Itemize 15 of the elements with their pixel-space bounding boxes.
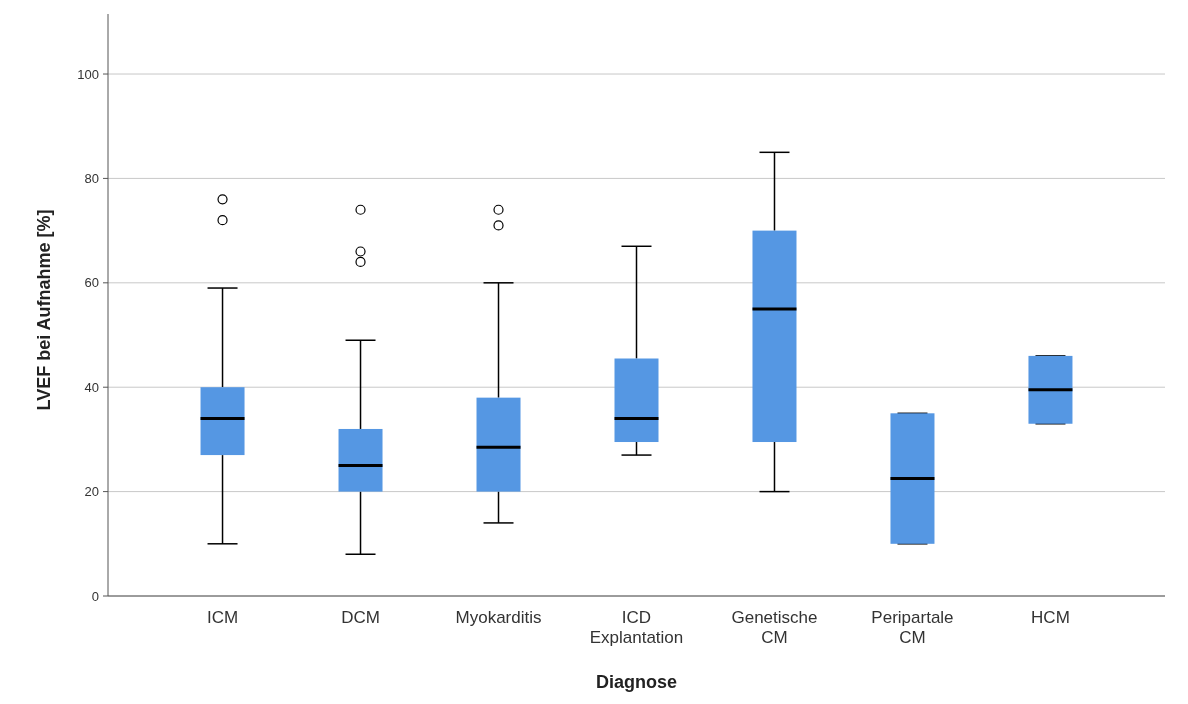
- y-tick-label: 80: [84, 170, 99, 186]
- x-axis-title: Diagnose: [595, 672, 678, 692]
- y-tick-label: 0: [91, 588, 99, 604]
- x-tick-label: ICD Explantation: [589, 608, 684, 647]
- y-tick-label: 100: [77, 66, 99, 82]
- x-tick-label: DCM: [341, 608, 380, 627]
- x-tick-label: Myokarditis: [455, 608, 542, 627]
- y-axis-title: LVEF bei Aufnahme [%]: [34, 209, 54, 411]
- y-tick-label: 20: [84, 484, 99, 500]
- x-tick-label: Genetische CM: [731, 608, 818, 647]
- y-tick-label: 60: [84, 275, 99, 291]
- x-tick-label: ICM: [206, 608, 239, 627]
- x-tick-label: Peripartale CM: [871, 608, 954, 647]
- y-tick-label: 40: [84, 379, 99, 395]
- x-tick-label: HCM: [1031, 608, 1070, 627]
